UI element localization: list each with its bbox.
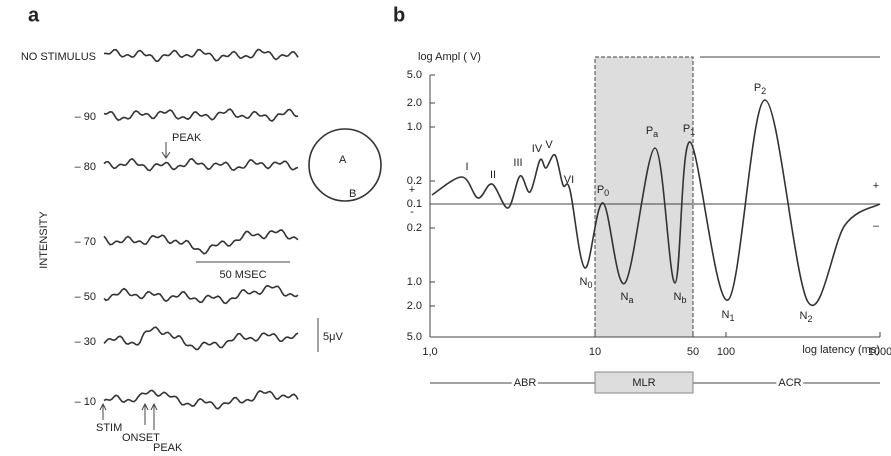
peak-sub: 1 <box>729 313 734 323</box>
peak-name: V <box>545 139 553 151</box>
trace <box>103 48 299 63</box>
peak-name: P <box>754 82 761 94</box>
trace <box>103 108 299 123</box>
trace-label: – 70 <box>75 236 96 248</box>
band-label: ACR <box>778 377 801 389</box>
scale-label: 50 MSEC <box>219 269 266 281</box>
peak-label: VI <box>564 174 574 186</box>
peak-name: N <box>621 291 629 303</box>
sign: + <box>873 180 879 192</box>
peak-name: P <box>597 184 604 196</box>
peak-name: P <box>646 125 653 137</box>
band-label: MLR <box>632 377 655 389</box>
trace-label: – 30 <box>75 336 96 348</box>
y-tick-label: 1.0 <box>407 276 422 288</box>
peak-sub: 2 <box>761 86 766 96</box>
peak-name: N <box>800 310 808 322</box>
peak-label: II <box>490 169 496 181</box>
annotation: PEAK <box>153 442 183 454</box>
peak-label: I <box>465 161 468 173</box>
peak-label: IV <box>532 143 543 155</box>
y-title: log Ampl ( V) <box>418 51 481 63</box>
peak-name: VI <box>564 174 574 186</box>
trace <box>103 157 299 172</box>
sign: - <box>410 206 414 218</box>
annotation: PEAK <box>172 132 202 144</box>
peak-sub: b <box>681 295 686 305</box>
electrode: A <box>339 154 347 166</box>
x-tick-label: 1,0 <box>422 346 437 358</box>
peak-sub: 2 <box>807 314 812 324</box>
band-label: ABR <box>514 377 537 389</box>
head <box>308 128 382 202</box>
x-tick-label: 10 <box>589 346 601 358</box>
trace-label: – 10 <box>75 396 96 408</box>
x-tick-label: 50 <box>687 346 699 358</box>
arrow <box>99 402 158 430</box>
peak-name: P <box>683 123 690 135</box>
peak-sub: 1 <box>690 127 695 137</box>
peak-name: III <box>513 157 522 169</box>
y-tick-label: 1.0 <box>407 121 422 133</box>
y-tick-label: 0.2 <box>407 175 422 187</box>
peak-name: IV <box>532 143 543 155</box>
y-tick-label: 0.1 <box>407 198 422 210</box>
peak-name: N <box>674 291 682 303</box>
y-tick-label: 2.0 <box>407 97 422 109</box>
peak-name: N <box>722 309 730 321</box>
panel-letter: b <box>393 4 405 26</box>
sign: + <box>409 184 415 196</box>
peak-sub: a <box>628 295 633 305</box>
trace-label: NO STIMULUS <box>21 51 96 63</box>
scale-label: 5μV <box>323 331 343 343</box>
peak-sub: 0 <box>604 188 609 198</box>
axes <box>429 56 880 338</box>
trace-label: – 50 <box>75 291 96 303</box>
peak-name: II <box>490 169 496 181</box>
trace-label: – 80 <box>75 161 96 173</box>
peak-label: V <box>545 139 553 151</box>
peak-name: N <box>580 276 588 288</box>
y-tick-label: 2.0 <box>407 300 422 312</box>
peak-name: I <box>465 161 468 173</box>
peak-label: P1 <box>683 123 695 137</box>
trace-label: – 90 <box>75 111 96 123</box>
x-title: log latency (ms) <box>802 344 880 356</box>
x-tick-label: 100 <box>717 346 735 358</box>
trace <box>103 229 299 255</box>
peak-label: N2 <box>800 310 813 324</box>
waveform <box>431 99 881 306</box>
y-label: INTENSITY <box>38 211 50 269</box>
peak-label: III <box>513 157 522 169</box>
peak-label: N1 <box>722 309 735 323</box>
peak-sub: 0 <box>587 280 592 290</box>
peak-label: Nb <box>674 291 687 305</box>
annotation: STIM <box>96 422 122 434</box>
electrode: B <box>349 188 356 200</box>
peak-label: Na <box>621 291 634 305</box>
x-tick-label: 1000 <box>868 346 891 358</box>
peak-sub: a <box>653 129 658 139</box>
trace <box>103 284 299 305</box>
peak-label: P2 <box>754 82 766 96</box>
trace <box>103 389 299 410</box>
y-tick-label: 0.2 <box>407 222 422 234</box>
arrow <box>161 142 171 159</box>
y-tick-label: 5.0 <box>407 331 422 343</box>
peak-label: N0 <box>580 276 593 290</box>
peak-label: Pa <box>646 125 658 139</box>
panel-letter: a <box>28 4 40 26</box>
sign: – <box>873 220 880 232</box>
y-tick-label: 5.0 <box>407 69 422 81</box>
peak-label: P0 <box>597 184 609 198</box>
trace <box>103 326 299 351</box>
annotation: ONSET <box>122 432 160 444</box>
band-box <box>594 371 694 394</box>
